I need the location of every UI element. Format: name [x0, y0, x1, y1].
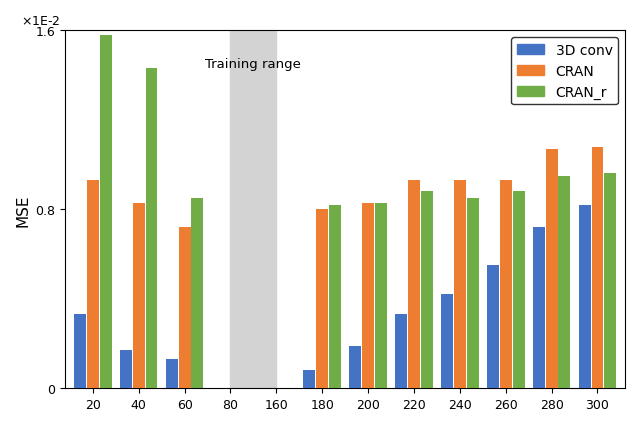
Bar	[375, 203, 387, 389]
Bar	[559, 176, 570, 389]
Bar	[532, 227, 545, 389]
Bar	[230, 31, 276, 389]
Bar	[179, 227, 191, 389]
Bar	[145, 69, 157, 389]
Bar	[441, 295, 453, 389]
Bar	[100, 36, 111, 389]
Bar	[132, 203, 145, 389]
Bar	[362, 203, 374, 389]
Bar	[87, 181, 99, 389]
Text: $\times$1E-2: $\times$1E-2	[20, 14, 60, 28]
Legend: 3D conv, CRAN, CRAN_r: 3D conv, CRAN, CRAN_r	[511, 38, 618, 105]
Y-axis label: MSE: MSE	[15, 193, 30, 226]
Bar	[329, 205, 341, 389]
Bar	[487, 265, 499, 389]
Bar	[513, 192, 525, 389]
Bar	[546, 150, 557, 389]
Bar	[591, 147, 604, 389]
Bar	[191, 199, 204, 389]
Text: Training range: Training range	[205, 58, 301, 71]
Bar	[454, 181, 466, 389]
Bar	[579, 205, 591, 389]
Bar	[316, 210, 328, 389]
Bar	[604, 174, 616, 389]
Bar	[166, 360, 178, 389]
Bar	[349, 346, 361, 389]
Bar	[120, 351, 132, 389]
Bar	[421, 192, 433, 389]
Bar	[395, 315, 407, 389]
Bar	[408, 181, 420, 389]
Bar	[500, 181, 511, 389]
Bar	[74, 315, 86, 389]
Bar	[303, 371, 316, 389]
Bar	[467, 199, 479, 389]
